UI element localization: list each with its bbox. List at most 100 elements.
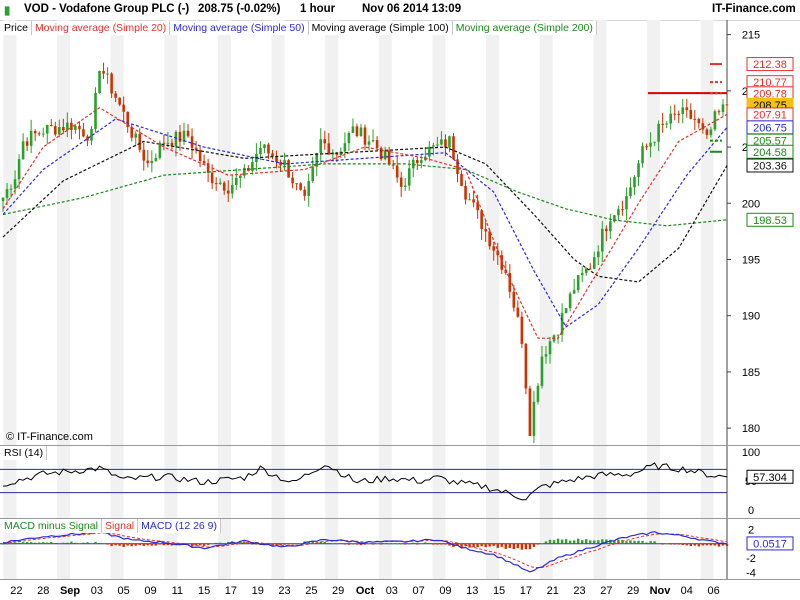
candle-body [66,122,69,131]
macd-value-box [746,536,794,551]
macd-histogram-bar [572,540,576,544]
candle-body [693,118,697,120]
candle-body [536,385,540,402]
candle-body [126,111,129,127]
time-band [593,20,607,580]
macd-histogram-bar [219,542,222,544]
macd-histogram-bar [516,543,520,549]
macd-histogram-bar [359,543,363,546]
candle-body [524,343,528,389]
candle-body [584,268,588,273]
macd-tick-label: -2 [746,553,756,565]
candle-icon: ▮ [4,5,11,17]
candle-body [130,126,134,138]
x-tick-label: 28 [37,585,49,597]
macd-histogram-bar [74,542,77,544]
candle-body [210,172,214,184]
x-tick-label: Sep [60,585,80,597]
macd-histogram-bar [363,543,367,545]
candle-body [520,316,524,344]
candle-body [146,160,150,164]
macd-histogram-bar [70,541,73,544]
price-tick-label: 185 [742,367,760,379]
macd-histogram-bar [210,543,214,545]
price-label: 204.58 [753,147,787,159]
candle-body [661,123,664,125]
candle-body [383,150,387,160]
time-band [486,20,500,580]
macd-histogram-bar [556,538,560,544]
candle-body [186,130,190,137]
candle-body [617,209,620,216]
macd-histogram-bar [25,541,29,544]
candle-body [387,150,391,165]
candle-body [440,139,443,145]
macd-histogram-bar [404,543,407,545]
rsi-value-box [746,469,794,484]
candle-body [629,187,632,197]
candle-body [492,246,496,251]
macd-panel: 20-2-40.0517 [0,519,800,580]
x-tick-label: 27 [600,585,612,597]
macd-histogram-bar [689,543,692,547]
candle-body [653,141,656,143]
macd-histogram-bar [400,543,403,545]
candle-body [548,341,552,355]
x-tick-label: 23 [573,585,585,597]
candle-body [178,131,182,142]
macd-histogram-bar [110,543,113,547]
candle-body [601,228,604,252]
macd-histogram-bar [223,542,226,544]
candle-body [436,144,439,146]
macd-histogram-bar [496,543,499,548]
macd-histogram-bar [613,540,616,544]
macd-histogram-bar [202,543,206,546]
macd-histogram-bar [468,543,471,548]
macd-histogram-bar [391,543,395,545]
macd-histogram-bar [395,543,399,545]
site-name: IT-Finance.com [712,3,796,15]
candle-body [432,145,435,147]
candle-body [234,177,238,185]
macd-histogram-bar [114,543,117,546]
candle-body [78,125,81,130]
candle-body [303,189,306,196]
macd-histogram-bar [62,542,65,544]
x-tick-label: 04 [681,585,693,597]
macd-histogram-bar [589,540,592,544]
candle-body [512,291,516,308]
macd-histogram-bar [693,543,697,546]
x-tick-label: 03 [386,585,398,597]
macd-histogram-bar [448,543,451,546]
macd-histogram-bar [552,540,556,544]
candle-body [568,293,572,309]
ma20-line [2,106,728,339]
time-band [378,20,392,580]
price-label: 209.78 [753,88,787,100]
candle-body [226,190,230,194]
candle-body [198,149,202,161]
candle-body [158,142,162,159]
rsi-tick-label: 100 [742,447,760,459]
macd-histogram-bar [162,543,166,546]
candle-body [621,209,624,211]
candle-body [580,272,584,276]
candle-body [468,199,471,201]
legend-signal: Signal [101,519,139,533]
macd-histogram-bar [544,541,548,544]
time-band [646,20,660,580]
price-label: 212.38 [753,59,787,71]
macd-histogram-bar [5,543,9,545]
time-band [432,20,446,580]
macd-histogram-bar [295,543,298,545]
macd-histogram-bar [597,540,600,544]
macd-histogram-bar [641,540,644,544]
macd-histogram-bar [625,541,628,544]
macd-histogram-bar [480,543,483,547]
candle-body [154,158,158,161]
macd-histogram-bar [709,543,713,546]
candle-body [263,144,266,149]
macd-histogram-bar [677,543,680,545]
macd-histogram-bar [146,543,149,546]
